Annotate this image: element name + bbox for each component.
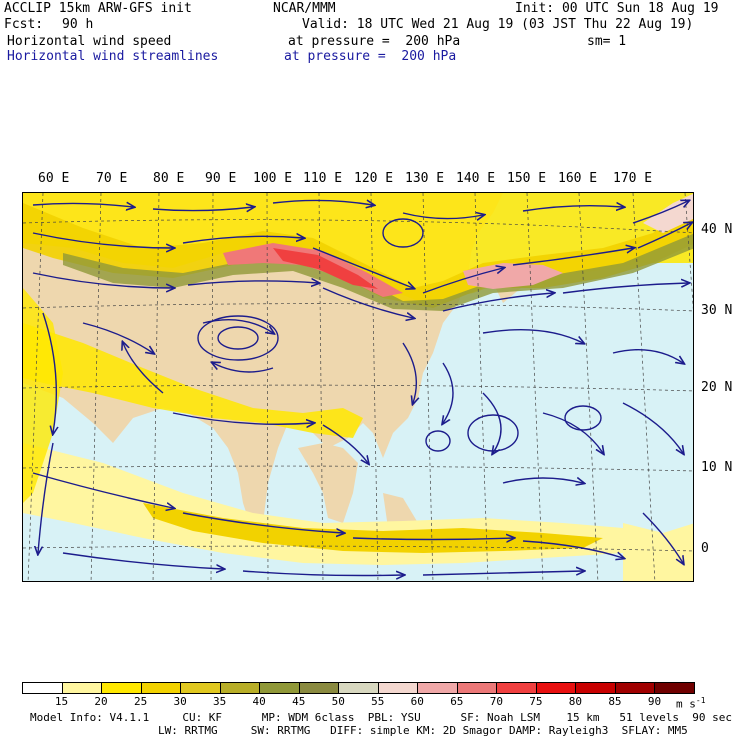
colorbar-level-label: 30 [173, 695, 187, 708]
wind-speed-band-south-core [143, 503, 603, 553]
map-canvas [23, 193, 693, 581]
colorbar-level-label: 90 [647, 695, 662, 708]
jet-core-east [463, 263, 563, 289]
colorbar-swatch [456, 682, 498, 694]
colorbar-level-label: 60 [410, 695, 424, 708]
colorbar-swatch [377, 682, 419, 694]
colorbar-level-label: 35 [213, 695, 227, 708]
smoothing-label: sm= 1 [587, 34, 627, 49]
colorbar-swatch [101, 682, 142, 694]
jet-core-west-inner [273, 248, 378, 289]
lon-label: 100 E [253, 171, 293, 186]
lat-label: 20 N [701, 380, 733, 395]
wind-speed-band-east [623, 523, 693, 581]
colorbar-swatch [338, 682, 379, 694]
streamlines [32, 200, 691, 575]
wind-speed-colorbar [22, 682, 695, 694]
organization: NCAR/MMM [273, 1, 336, 16]
model-info-line2: LW: RRTMG SW: RRTMG DIFF: simple KM: 2D … [158, 724, 688, 737]
colorbar-level-label: 45 [292, 695, 306, 708]
colorbar-swatch [259, 682, 300, 694]
wind-speed-band-olive [63, 233, 693, 311]
landmass-islands [383, 273, 521, 538]
colorbar-level-label: 20 [94, 695, 108, 708]
lat-label: 30 N [701, 303, 733, 318]
lon-label: 80 E [153, 171, 185, 186]
wind-map [22, 192, 694, 582]
field-streamlines: Horizontal wind streamlines [7, 49, 219, 64]
colorbar-swatch [61, 682, 103, 694]
colorbar-swatch [298, 682, 340, 694]
landmass-indochina [298, 443, 358, 523]
colorbar-swatch [180, 682, 221, 694]
colorbar-level-label: 80 [568, 695, 583, 708]
lon-label: 60 E [38, 171, 70, 186]
colorbar-level-label: 40 [252, 695, 266, 708]
colorbar-level-label: 75 [529, 695, 543, 708]
forecast-label: Fcst: [4, 17, 44, 32]
colorbar-swatch [219, 682, 261, 694]
colorbar-level-label: 15 [54, 695, 69, 708]
colorbar-level-label: 55 [371, 695, 385, 708]
colorbar-swatch [496, 682, 537, 694]
field-wind-speed-level: at pressure = 200 hPa [288, 34, 461, 49]
circulation-centers [197, 218, 602, 452]
lon-label: 160 E [558, 171, 598, 186]
lat-label: 40 N [701, 222, 733, 237]
colorbar-level-label: 65 [450, 695, 464, 708]
wind-speed-band-low-lat [23, 323, 363, 438]
init-time: Init: 00 UTC Sun 18 Aug 19 [515, 1, 719, 16]
lon-label: 70 E [96, 171, 128, 186]
colorbar-swatch [417, 682, 458, 694]
field-streamlines-level: at pressure = 200 hPa [284, 49, 457, 64]
lat-label: 0 [701, 541, 709, 556]
colorbar-swatch [575, 682, 616, 694]
model-info-line1: Model Info: V4.1.1 CU: KF MP: WDM 6class… [30, 711, 732, 724]
colorbar-swatch [614, 682, 656, 694]
field-wind-speed: Horizontal wind speed [7, 34, 172, 49]
colorbar-swatch [535, 682, 577, 694]
model-title: ACCLIP 15km ARW-GFS init [4, 1, 192, 16]
forecast-hour: 90 h [62, 17, 94, 32]
lon-label: 140 E [456, 171, 496, 186]
lon-label: 130 E [405, 171, 445, 186]
colorbar-level-label: 25 [133, 695, 148, 708]
colorbar-level-label: 85 [608, 695, 622, 708]
valid-time: Valid: 18 UTC Wed 21 Aug 19 (03 JST Thu … [302, 17, 694, 32]
wind-speed-band-west [23, 288, 63, 503]
lat-label: 10 N [701, 460, 733, 475]
lon-label: 170 E [613, 171, 653, 186]
colorbar-level-label: 50 [331, 695, 345, 708]
colorbar-level-label: 70 [489, 695, 503, 708]
colorbar-unit: m s-1 [676, 696, 706, 711]
lon-label: 150 E [507, 171, 547, 186]
lon-label: 90 E [205, 171, 237, 186]
lon-label: 120 E [354, 171, 394, 186]
colorbar-swatch [140, 682, 182, 694]
colorbar-swatch [654, 682, 695, 694]
lon-label: 110 E [303, 171, 343, 186]
wind-speed-band-upper [23, 193, 693, 303]
colorbar-swatch [22, 682, 63, 694]
